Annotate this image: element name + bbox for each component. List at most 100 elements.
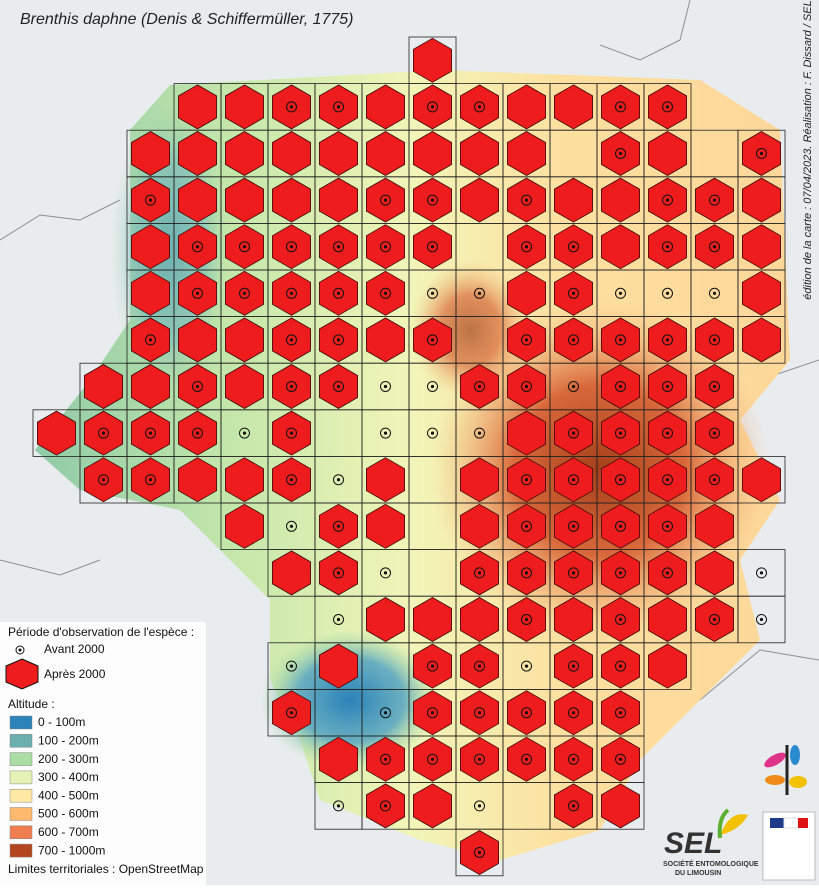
observation-after-2000 (554, 177, 593, 223)
observation-after-2000 (412, 597, 453, 642)
observation-before-2000 (662, 567, 673, 579)
observation-before-2000-dot (618, 617, 623, 622)
observation-before-2000-dot (195, 245, 200, 249)
observation-before-2000-dot (195, 431, 200, 435)
grid-cell (737, 595, 786, 644)
observation-before-2000-dot (477, 105, 482, 109)
observation-before-2000-dot (383, 384, 388, 389)
observation-before-2000 (756, 614, 767, 625)
observation-before-2000-dot (712, 338, 717, 342)
observation-before-2000-dot (477, 850, 482, 855)
observation-before-2000-dot (336, 338, 341, 342)
observation-before-2000 (521, 474, 532, 486)
observation-before-2000-dot (289, 105, 294, 109)
observation-after-2000 (318, 736, 359, 782)
grid-cell (737, 455, 786, 504)
observation-before-2000-dot (665, 338, 670, 342)
observation-before-2000-dot (383, 757, 388, 761)
credit: édition de la carte : 07/04/2023. Réalis… (802, 0, 814, 299)
grid-cell (737, 316, 786, 364)
observation-before-2000-dot (336, 804, 341, 808)
observation-before-2000 (286, 241, 297, 253)
observation-before-2000-dot (712, 245, 717, 249)
observation-before-2000 (380, 707, 391, 719)
observation-before-2000 (521, 241, 532, 253)
observation-before-2000-dot (430, 198, 435, 202)
logo-wing (717, 808, 730, 839)
observation-before-2000-dot (712, 431, 717, 435)
observation-before-2000 (615, 753, 626, 765)
butterfly-logo (764, 745, 807, 795)
observation-before-2000 (615, 614, 626, 625)
observation-before-2000-dot (477, 711, 482, 715)
observation-before-2000-dot (524, 338, 529, 342)
observation-after-2000 (271, 177, 312, 223)
observation-before-2000-dot (383, 571, 388, 575)
observation-before-2000 (615, 381, 626, 392)
altitude-label: 100 - 200m (38, 733, 99, 747)
observation-before-2000 (756, 148, 767, 159)
observation-after-2000 (459, 131, 500, 176)
petal (790, 745, 800, 765)
observation-after-2000 (506, 131, 546, 176)
observation-after-2000 (601, 783, 640, 829)
observation-after-2000 (742, 177, 781, 223)
observation-before-2000 (662, 101, 673, 113)
observation-after-2000 (224, 131, 265, 176)
observation-before-2000-dot (712, 617, 717, 622)
observation-before-2000-dot (712, 478, 717, 482)
observation-after-2000 (506, 410, 546, 456)
observation-before-2000-dot (618, 384, 623, 389)
altitude-swatch (9, 715, 33, 730)
sel-logo: SEL SOCIÉTÉ ENTOMOLOGIQUE DU LIMOUSIN (663, 808, 759, 877)
map-title: Brenthis daphne (Denis & Schiffermüller,… (20, 11, 354, 28)
observation-after-2000 (601, 177, 640, 223)
observation-before-2000-dot (524, 617, 529, 622)
observation-after-2000 (130, 131, 171, 176)
observation-before-2000-dot (665, 384, 670, 389)
legend-title: Période d'observation de l'espèce : (8, 625, 194, 639)
observation-before-2000 (427, 427, 438, 439)
observation-before-2000 (615, 334, 626, 346)
observation-before-2000 (380, 567, 391, 579)
petal (789, 776, 807, 788)
observation-after-2000 (459, 177, 500, 223)
observation-before-2000 (145, 334, 156, 346)
observation-before-2000-dot (383, 431, 388, 435)
observation-after-2000 (177, 177, 218, 223)
observation-before-2000-dot (289, 664, 294, 668)
observation-before-2000 (521, 567, 532, 579)
observation-before-2000-dot (618, 571, 623, 575)
observation-before-2000-dot (618, 711, 623, 715)
observation-after-2000 (271, 131, 312, 176)
observation-before-2000-dot (242, 291, 247, 295)
observation-before-2000-dot (524, 524, 529, 528)
observation-after-2000 (224, 457, 265, 503)
observation-before-2000-dot (477, 291, 482, 295)
altitude-swatch (9, 770, 33, 785)
observation-before-2000 (615, 148, 626, 159)
observation-after-2000 (130, 270, 171, 316)
observation-before-2000 (568, 474, 579, 486)
observation-before-2000 (380, 194, 391, 206)
observation-before-2000-dot (289, 338, 294, 342)
observation-before-2000 (474, 847, 485, 858)
observation-after-2000 (224, 364, 265, 409)
observation-before-2000 (192, 241, 203, 253)
observation-after-2000 (601, 224, 640, 270)
observation-after-2000 (318, 131, 359, 176)
observation-before-2000-dot (148, 338, 153, 342)
altitude-label: 400 - 500m (38, 788, 99, 802)
observation-after-2000 (224, 317, 265, 363)
observation-before-2000-dot (148, 198, 153, 202)
observation-before-2000 (615, 660, 626, 672)
valley (260, 630, 440, 770)
observation-before-2000-dot (571, 245, 576, 249)
observation-before-2000-dot (524, 198, 529, 202)
observation-after-2000 (648, 597, 687, 642)
observation-before-2000-dot (524, 664, 529, 668)
observation-before-2000 (145, 427, 156, 439)
observation-before-2000-dot (477, 757, 482, 761)
observation-before-2000-dot (618, 757, 623, 761)
plateau-west (410, 260, 530, 400)
